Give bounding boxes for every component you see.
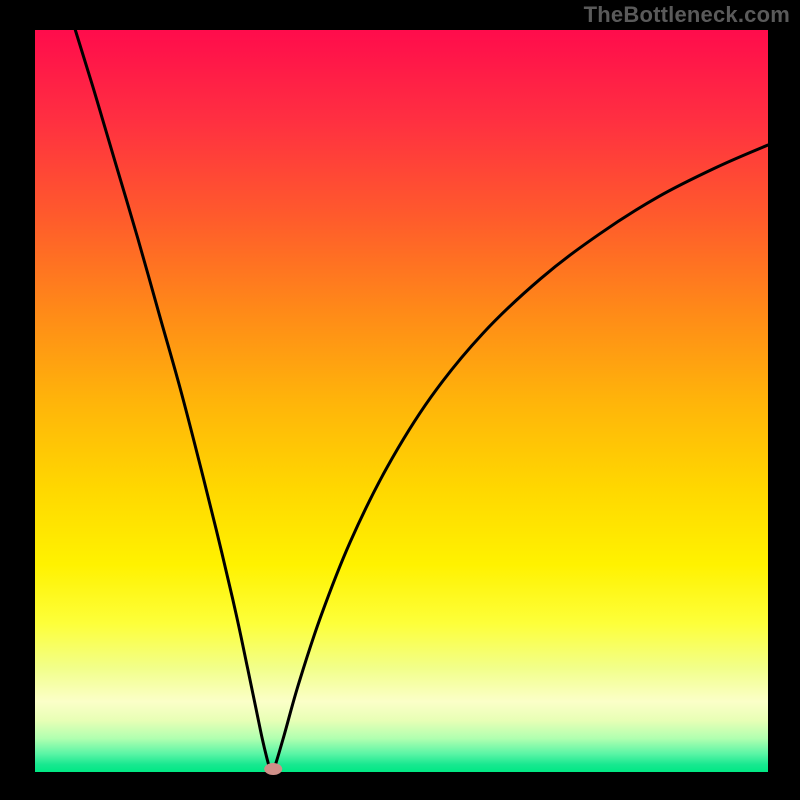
bottleneck-chart bbox=[0, 0, 800, 800]
watermark-text: TheBottleneck.com bbox=[584, 2, 790, 28]
chart-container: TheBottleneck.com bbox=[0, 0, 800, 800]
plot-background bbox=[35, 30, 768, 772]
min-marker bbox=[264, 763, 282, 775]
